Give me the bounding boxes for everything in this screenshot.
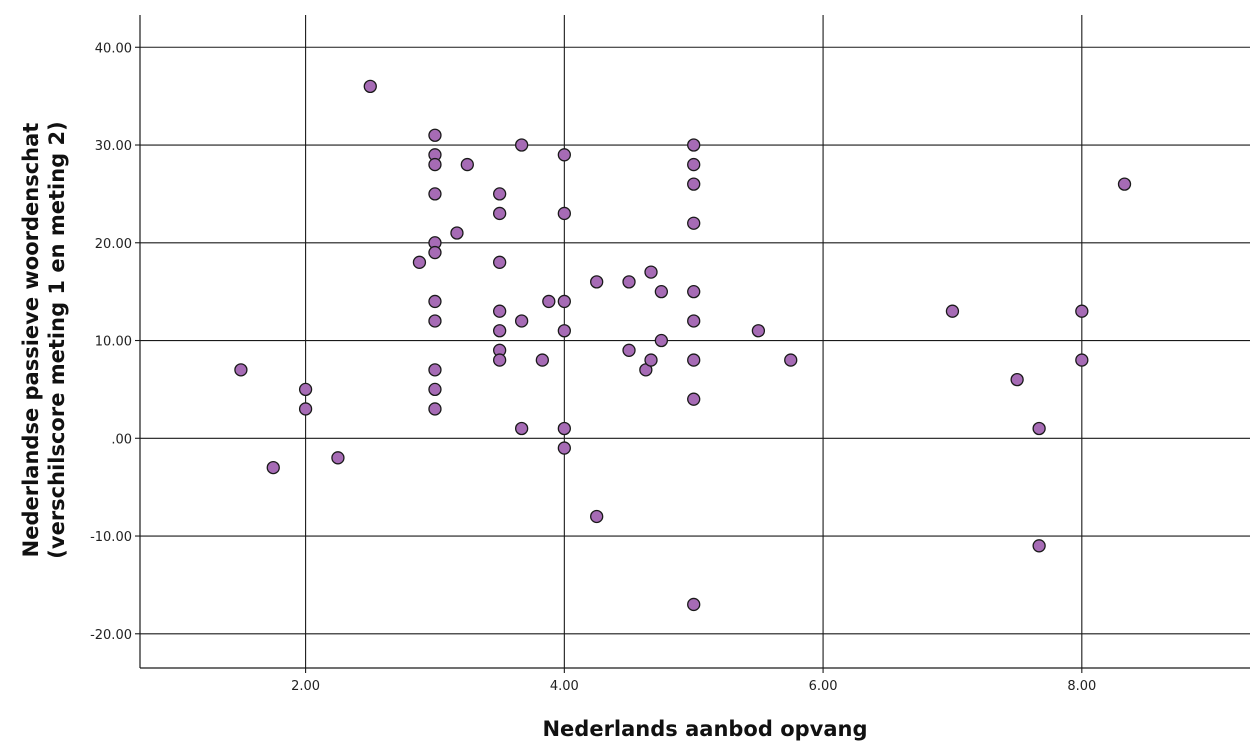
- data-point: [514, 314, 529, 328]
- x-tick-label: 6.00: [809, 679, 838, 694]
- data-point: [493, 324, 507, 338]
- data-point: [557, 441, 571, 455]
- data-point: [514, 421, 529, 436]
- grid-layer: [140, 15, 1250, 668]
- data-point: [493, 353, 507, 367]
- data-point: [493, 187, 507, 201]
- x-tick-label: 2.00: [291, 679, 320, 694]
- data-point: [1117, 177, 1132, 191]
- data-point: [493, 255, 507, 269]
- y-tick-label: 30.00: [95, 139, 132, 154]
- data-point: [493, 206, 507, 221]
- data-point: [590, 275, 604, 289]
- data-point: [298, 402, 313, 416]
- data-point: [622, 275, 636, 289]
- data-point: [1075, 353, 1089, 367]
- data-point: [1075, 304, 1089, 318]
- data-point: [1032, 539, 1046, 553]
- y-tick-label: -20.00: [90, 628, 132, 643]
- data-point: [493, 304, 507, 318]
- data-point: [557, 148, 571, 162]
- data-point: [363, 79, 377, 94]
- y-tick-label: -10.00: [90, 530, 132, 545]
- data-point: [687, 597, 701, 612]
- data-point: [590, 509, 604, 524]
- data-point: [644, 265, 658, 279]
- y-tick-label: .00: [111, 432, 132, 447]
- data-point: [687, 177, 701, 191]
- data-point: [644, 353, 658, 367]
- data-point: [654, 333, 669, 348]
- data-point: [331, 451, 345, 465]
- data-point: [428, 402, 442, 416]
- y-tick-label: 40.00: [95, 41, 132, 56]
- data-point: [428, 128, 442, 142]
- data-point: [234, 363, 248, 377]
- data-point: [428, 382, 442, 397]
- data-point: [428, 294, 442, 309]
- data-point: [412, 255, 427, 269]
- data-point: [945, 304, 960, 318]
- data-point: [266, 460, 280, 475]
- data-point: [1032, 421, 1046, 436]
- data-point: [460, 157, 474, 172]
- data-point: [557, 294, 571, 309]
- data-point: [622, 343, 636, 357]
- data-point: [687, 284, 701, 299]
- data-point: [428, 245, 442, 260]
- data-point: [428, 157, 442, 172]
- data-point: [687, 216, 701, 230]
- data-point: [1010, 372, 1024, 387]
- x-tick-label: 4.00: [550, 679, 579, 694]
- data-point: [751, 324, 766, 338]
- tick-labels: 40.00 30.00 20.00 10.00 .00 -10.00 -20.00 2.00 4…: [90, 41, 1096, 694]
- y-axis-title-line2: (verschilscore meting 1 en meting 2): [45, 121, 69, 558]
- data-point: [428, 363, 442, 377]
- data-point: [428, 187, 442, 201]
- data-point: [687, 157, 701, 172]
- data-point: [428, 314, 442, 328]
- data-point: [542, 294, 556, 309]
- data-point: [450, 226, 464, 240]
- axis-frame: [135, 15, 1250, 673]
- data-point: [654, 284, 669, 299]
- data-point: [557, 206, 571, 221]
- y-tick-label: 20.00: [95, 237, 132, 252]
- data-point: [557, 324, 571, 338]
- data-point: [687, 314, 701, 328]
- x-axis-title: Nederlands aanbod opvang: [542, 717, 867, 741]
- data-point: [687, 353, 701, 367]
- data-points: [234, 79, 1132, 612]
- data-point: [687, 138, 701, 152]
- y-axis-title-line1: Nederlandse passieve woordenschat: [19, 123, 43, 558]
- y-axis-title: Nederlandse passieve woordenschat (versc…: [19, 121, 69, 558]
- data-point: [557, 421, 571, 436]
- data-point: [535, 353, 549, 367]
- data-point: [298, 382, 313, 397]
- x-tick-label: 8.00: [1067, 679, 1096, 694]
- data-point: [514, 138, 529, 152]
- data-point: [784, 353, 798, 367]
- data-point: [687, 392, 701, 406]
- y-tick-label: 10.00: [95, 335, 132, 350]
